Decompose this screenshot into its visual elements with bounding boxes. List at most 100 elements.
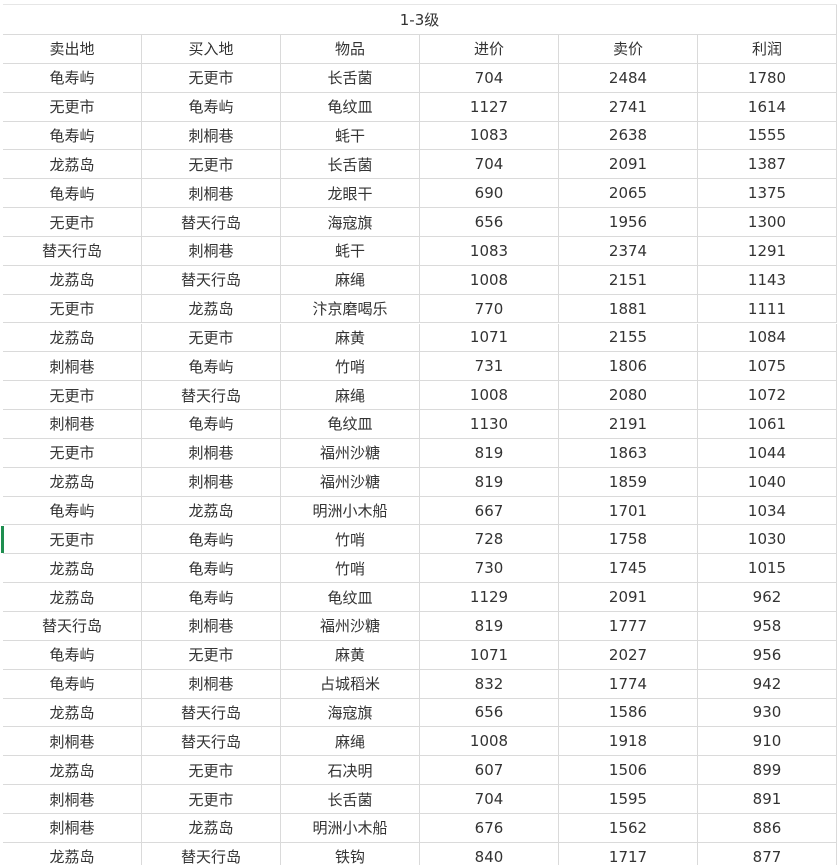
cell[interactable]: 2065 <box>559 179 698 209</box>
cell[interactable]: 无更市 <box>142 756 281 786</box>
cell[interactable]: 1143 <box>698 265 837 295</box>
cell[interactable]: 819 <box>420 612 559 641</box>
cell[interactable]: 1061 <box>698 410 837 439</box>
cell[interactable]: 铁钩 <box>281 842 420 865</box>
cell[interactable]: 1745 <box>559 554 698 584</box>
header-cell[interactable]: 物品 <box>281 35 420 64</box>
cell[interactable]: 福州沙糖 <box>281 438 420 468</box>
cell[interactable]: 龟寿屿 <box>3 669 142 699</box>
cell[interactable]: 2091 <box>559 583 698 612</box>
cell[interactable]: 1040 <box>698 467 837 497</box>
cell[interactable]: 刺桐巷 <box>3 410 142 439</box>
cell[interactable]: 891 <box>698 785 837 814</box>
cell[interactable]: 龙荔岛 <box>142 813 281 843</box>
cell[interactable]: 龟纹皿 <box>281 583 420 612</box>
cell[interactable]: 替天行岛 <box>142 727 281 757</box>
cell[interactable]: 910 <box>698 727 837 757</box>
header-cell[interactable]: 卖出地 <box>3 35 142 64</box>
cell[interactable]: 956 <box>698 640 837 670</box>
cell[interactable]: 1071 <box>420 323 559 353</box>
cell[interactable]: 1863 <box>559 438 698 468</box>
cell[interactable]: 汴京磨喝乐 <box>281 294 420 324</box>
cell[interactable]: 麻绳 <box>281 265 420 295</box>
cell[interactable]: 刺桐巷 <box>142 236 281 266</box>
cell[interactable]: 刺桐巷 <box>142 179 281 209</box>
cell[interactable]: 1918 <box>559 727 698 757</box>
cell[interactable]: 无更市 <box>3 92 142 122</box>
cell[interactable]: 1774 <box>559 669 698 699</box>
cell[interactable]: 704 <box>420 63 559 93</box>
cell[interactable]: 龟寿屿 <box>3 179 142 209</box>
cell[interactable]: 龟纹皿 <box>281 410 420 439</box>
header-cell[interactable]: 买入地 <box>142 35 281 64</box>
cell[interactable]: 麻黄 <box>281 323 420 353</box>
cell[interactable]: 1586 <box>559 698 698 728</box>
cell[interactable]: 蚝干 <box>281 236 420 266</box>
cell[interactable]: 龙荔岛 <box>3 698 142 728</box>
cell[interactable]: 1072 <box>698 381 837 411</box>
cell[interactable]: 刺桐巷 <box>3 727 142 757</box>
cell[interactable]: 明洲小木船 <box>281 496 420 526</box>
cell[interactable]: 886 <box>698 813 837 843</box>
cell[interactable]: 长舌菌 <box>281 63 420 93</box>
cell[interactable]: 福州沙糖 <box>281 612 420 641</box>
cell[interactable]: 无更市 <box>142 63 281 93</box>
cell[interactable]: 1387 <box>698 150 837 180</box>
cell[interactable]: 1777 <box>559 612 698 641</box>
cell[interactable]: 2741 <box>559 92 698 122</box>
cell[interactable]: 无更市 <box>142 323 281 353</box>
cell[interactable]: 1506 <box>559 756 698 786</box>
cell[interactable]: 麻黄 <box>281 640 420 670</box>
cell[interactable]: 832 <box>420 669 559 699</box>
cell[interactable]: 690 <box>420 179 559 209</box>
cell[interactable]: 龙荔岛 <box>3 467 142 497</box>
cell[interactable]: 1130 <box>420 410 559 439</box>
cell[interactable]: 龟寿屿 <box>3 63 142 93</box>
cell[interactable]: 刺桐巷 <box>142 467 281 497</box>
cell[interactable]: 龙荔岛 <box>3 842 142 865</box>
header-cell[interactable]: 卖价 <box>559 35 698 64</box>
cell[interactable]: 1030 <box>698 525 837 555</box>
cell[interactable]: 962 <box>698 583 837 612</box>
cell[interactable]: 龙荔岛 <box>3 756 142 786</box>
cell[interactable]: 1044 <box>698 438 837 468</box>
cell[interactable]: 麻绳 <box>281 727 420 757</box>
cell[interactable]: 龟寿屿 <box>142 554 281 584</box>
cell[interactable]: 2151 <box>559 265 698 295</box>
cell[interactable]: 667 <box>420 496 559 526</box>
cell[interactable]: 899 <box>698 756 837 786</box>
cell[interactable]: 龟寿屿 <box>142 352 281 382</box>
cell[interactable]: 龙荔岛 <box>3 554 142 584</box>
cell[interactable]: 竹哨 <box>281 554 420 584</box>
cell[interactable]: 1008 <box>420 727 559 757</box>
cell[interactable]: 替天行岛 <box>3 612 142 641</box>
cell[interactable]: 1084 <box>698 323 837 353</box>
cell[interactable]: 1008 <box>420 381 559 411</box>
cell[interactable]: 龙荔岛 <box>142 294 281 324</box>
cell[interactable]: 1859 <box>559 467 698 497</box>
cell[interactable]: 770 <box>420 294 559 324</box>
cell[interactable]: 840 <box>420 842 559 865</box>
cell[interactable]: 1595 <box>559 785 698 814</box>
cell[interactable]: 1758 <box>559 525 698 555</box>
cell[interactable]: 龙荔岛 <box>3 583 142 612</box>
cell[interactable]: 1701 <box>559 496 698 526</box>
cell[interactable]: 656 <box>420 208 559 237</box>
cell[interactable]: 2191 <box>559 410 698 439</box>
cell[interactable]: 龙荔岛 <box>3 323 142 353</box>
cell[interactable]: 替天行岛 <box>142 265 281 295</box>
cell[interactable]: 龙荔岛 <box>3 150 142 180</box>
cell[interactable]: 刺桐巷 <box>3 813 142 843</box>
cell[interactable]: 无更市 <box>3 294 142 324</box>
cell[interactable]: 1806 <box>559 352 698 382</box>
cell[interactable]: 731 <box>420 352 559 382</box>
cell[interactable]: 1881 <box>559 294 698 324</box>
cell[interactable]: 龟寿屿 <box>3 121 142 151</box>
cell[interactable]: 刺桐巷 <box>3 352 142 382</box>
cell[interactable]: 刺桐巷 <box>142 612 281 641</box>
cell[interactable]: 海寇旗 <box>281 208 420 237</box>
cell[interactable]: 607 <box>420 756 559 786</box>
cell[interactable]: 1129 <box>420 583 559 612</box>
cell[interactable]: 819 <box>420 467 559 497</box>
cell[interactable]: 龟寿屿 <box>142 410 281 439</box>
